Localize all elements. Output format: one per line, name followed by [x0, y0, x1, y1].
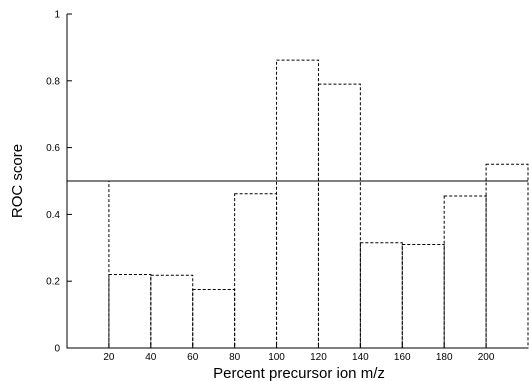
x-tick-label: 100 [268, 352, 285, 363]
bar-10 [485, 163, 529, 349]
y-tick-label: 0.4 [46, 210, 60, 221]
bars-group [66, 59, 529, 349]
y-ticks-group: 0 0.2 0.4 0.6 0.8 1 [46, 10, 72, 355]
x-tick-label: 200 [478, 352, 495, 363]
x-ticks-group: 20 40 60 80 100 120 140 160 180 200 [103, 343, 495, 363]
x-axis-title: Percent precursor ion m/z [213, 365, 385, 381]
bar-9 [443, 195, 487, 349]
plot-frame-group [66, 14, 528, 349]
x-tick-label: 160 [394, 352, 411, 363]
x-tick-label: 180 [436, 352, 453, 363]
bar-7 [359, 242, 403, 349]
y-axis-title: ROC score [9, 144, 26, 218]
x-tick-label: 80 [229, 352, 241, 363]
bar-2 [150, 274, 194, 349]
x-tick-label: 120 [310, 352, 327, 363]
y-tick-label: 0.2 [46, 277, 60, 288]
y-tick-label: 0.8 [46, 76, 60, 87]
x-tick-label: 60 [187, 352, 199, 363]
bar-0 [66, 180, 110, 349]
y-tick-label: 0 [54, 344, 60, 355]
y-tick-label: 0.6 [46, 143, 60, 154]
bar-3 [192, 289, 236, 349]
x-tick-label: 40 [145, 352, 157, 363]
x-tick-label: 140 [352, 352, 369, 363]
bar-8 [401, 243, 445, 349]
bar-5 [276, 59, 319, 349]
x-tick-label: 20 [103, 352, 115, 363]
y-tick-label: 1 [54, 10, 60, 21]
bar-6 [317, 83, 361, 349]
bar-4 [234, 193, 278, 349]
bar-1 [108, 274, 152, 349]
